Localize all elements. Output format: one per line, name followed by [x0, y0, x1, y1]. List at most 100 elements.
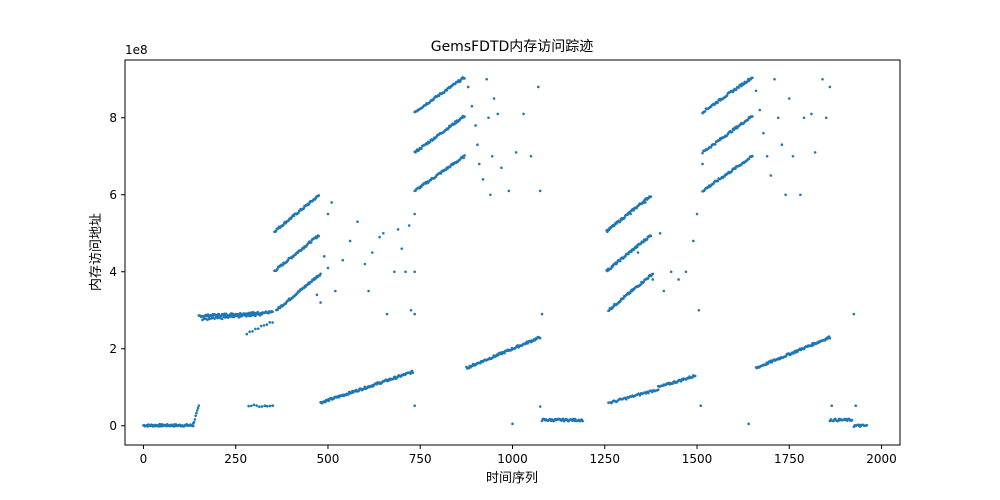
data-point [194, 414, 197, 418]
data-point [503, 351, 506, 355]
data-point [315, 293, 319, 297]
data-point [420, 147, 423, 150]
data-point [400, 247, 404, 250]
data-point [363, 385, 367, 389]
data-point [462, 156, 465, 160]
y-tick-label: 4 [109, 265, 117, 279]
y-tick-label: 2 [109, 342, 117, 356]
data-point [250, 404, 253, 408]
data-point [636, 245, 639, 249]
data-point [629, 212, 632, 216]
data-point [737, 86, 741, 89]
data-point [490, 154, 494, 158]
data-point [447, 126, 450, 130]
data-point [538, 336, 542, 340]
data-point [363, 262, 367, 266]
data-point [500, 166, 503, 170]
data-point [252, 403, 256, 407]
data-point [382, 231, 385, 235]
data-point [618, 220, 622, 223]
data-point [378, 235, 381, 239]
data-point [428, 140, 432, 144]
data-point [644, 201, 647, 204]
data-point [268, 404, 272, 408]
chart-title: GemsFDTD内存访问踪迹 [431, 39, 594, 55]
data-point [716, 101, 720, 104]
data-point [747, 157, 751, 161]
data-point [725, 94, 729, 97]
data-point [193, 418, 197, 421]
data-point [271, 310, 274, 314]
data-point [477, 162, 481, 166]
data-point [537, 85, 540, 89]
data-point [561, 417, 565, 421]
data-point [791, 154, 795, 158]
data-point [297, 211, 300, 215]
data-point [701, 162, 704, 166]
data-point [492, 97, 496, 100]
data-point [196, 406, 200, 410]
data-point [317, 234, 321, 238]
data-point [769, 174, 773, 177]
data-point [191, 424, 195, 428]
data-point [632, 209, 635, 212]
data-point [514, 151, 518, 154]
data-point [309, 241, 313, 244]
data-point [334, 289, 337, 293]
data-point [281, 263, 285, 267]
data-point [220, 317, 224, 321]
data-point [197, 404, 201, 407]
data-point [413, 212, 417, 216]
data-point [538, 405, 542, 408]
scatter-points [142, 76, 869, 429]
data-point [259, 324, 263, 328]
data-point [828, 336, 832, 340]
data-point [254, 327, 257, 331]
data-point [691, 376, 694, 379]
data-point [470, 104, 474, 108]
data-point [256, 327, 260, 330]
data-point [677, 278, 680, 281]
x-tick-label: 2000 [866, 452, 897, 466]
data-point [448, 165, 452, 169]
data-point [649, 234, 653, 238]
data-point [776, 116, 780, 120]
data-point [466, 85, 470, 89]
data-point [703, 109, 707, 113]
data-point [463, 77, 466, 80]
data-point [479, 361, 482, 365]
data-point [854, 404, 858, 408]
data-point [865, 423, 869, 427]
data-point [852, 312, 856, 316]
data-point [628, 291, 632, 295]
data-point [713, 142, 717, 146]
x-tick-label: 250 [224, 452, 247, 466]
x-tick-label: 1000 [497, 452, 528, 466]
data-point [716, 179, 720, 183]
data-point [507, 189, 511, 193]
data-point [647, 391, 650, 395]
data-point [730, 130, 734, 134]
data-point [319, 272, 322, 276]
data-point [255, 404, 258, 407]
data-point [746, 118, 750, 121]
data-point [317, 194, 321, 197]
data-point [496, 112, 500, 116]
data-point [811, 343, 815, 347]
data-point [773, 77, 776, 81]
data-point [784, 355, 788, 358]
data-point [581, 419, 584, 423]
x-tick-label: 500 [317, 452, 340, 466]
data-point [474, 124, 477, 127]
data-point [439, 172, 443, 175]
data-point [404, 270, 407, 274]
data-point [260, 405, 264, 408]
data-point [828, 85, 832, 89]
data-point [765, 154, 769, 158]
data-point [257, 405, 261, 408]
data-point [195, 409, 199, 412]
data-point [286, 259, 290, 262]
data-point [396, 228, 400, 231]
data-point [357, 389, 360, 393]
data-point [684, 270, 688, 274]
